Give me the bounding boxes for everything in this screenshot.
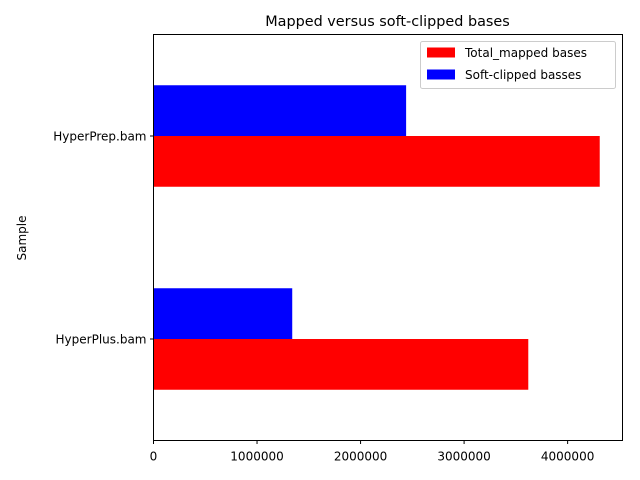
- bars-layer: [153, 85, 600, 390]
- bar-1-0: [153, 288, 293, 339]
- bar-0-1: [153, 136, 600, 187]
- x-tick-label-3: 3000000: [437, 450, 490, 464]
- legend-swatch-total-mapped: [427, 47, 455, 58]
- y-axis-label: Sample: [15, 216, 29, 261]
- x-axis: 0 1000000 2000000 3000000 4000000: [150, 440, 594, 464]
- chart-title: Mapped versus soft-clipped bases: [265, 14, 510, 30]
- y-tick-label-0: HyperPlus.bam: [56, 333, 147, 347]
- legend-label-soft-clipped: Soft-clipped basses: [465, 68, 581, 82]
- bar-1-1: [153, 85, 407, 136]
- x-tick-label-4: 4000000: [541, 450, 594, 464]
- legend: Total_mapped bases Soft-clipped basses: [420, 41, 616, 89]
- x-tick-label-2: 2000000: [334, 450, 387, 464]
- legend-label-total-mapped: Total_mapped bases: [464, 46, 587, 60]
- legend-swatch-soft-clipped: [427, 69, 455, 80]
- bar-0-0: [153, 339, 529, 390]
- plot-frame: [153, 34, 623, 441]
- y-axis: HyperPlus.bam HyperPrep.bam: [53, 130, 154, 347]
- x-tick-label-1: 1000000: [230, 450, 283, 464]
- y-tick-label-1: HyperPrep.bam: [53, 130, 146, 144]
- x-tick-label-0: 0: [150, 450, 158, 464]
- legend-box: [420, 41, 616, 89]
